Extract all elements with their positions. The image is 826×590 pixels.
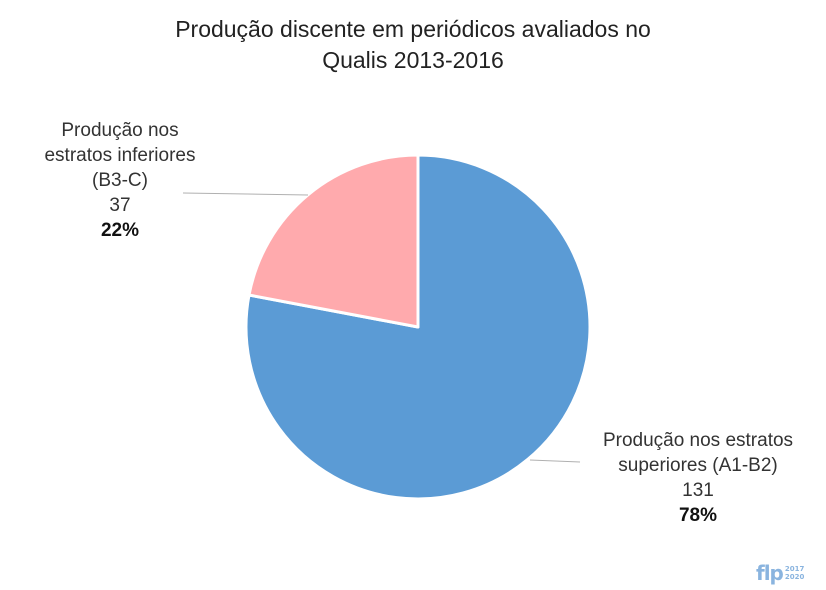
data-label-lower-strata: Produção nos estratos inferiores (B3-C) … — [20, 118, 220, 243]
data-label-lower-name-line-3: (B3-C) — [92, 170, 148, 191]
chart-title-line-2: Qualis 2013-2016 — [322, 47, 504, 73]
data-label-lower-name-line-1: Produção nos — [61, 120, 179, 141]
pie-slices — [244, 153, 592, 501]
chart-title-line-1: Produção discente em periódicos avaliado… — [175, 16, 651, 42]
logo-years: 2017 2020 — [785, 565, 804, 581]
data-label-upper-percent: 78% — [678, 505, 718, 526]
data-label-lower-value: 37 — [109, 195, 131, 216]
data-label-upper-value: 131 — [682, 480, 714, 501]
logo-text: flp — [756, 561, 784, 585]
leader-line-lower — [182, 192, 309, 196]
pie-slice-lower-strata — [247, 153, 420, 329]
data-label-upper-name-line-2: superiores (A1-B2) — [618, 455, 778, 476]
logo-year-bottom: 2020 — [784, 573, 805, 581]
logo-year-top: 2017 — [784, 565, 805, 573]
flp-logo: flp 2017 2020 — [756, 561, 804, 585]
data-label-upper-name-line-1: Produção nos estratos — [602, 430, 794, 451]
data-label-lower-percent: 22% — [100, 220, 140, 241]
data-label-upper-strata: Produção nos estratos superiores (A1-B2)… — [583, 428, 813, 528]
chart-title: Produção discente em periódicos avaliado… — [113, 14, 713, 76]
data-label-lower-name-line-2: estratos inferiores — [44, 145, 196, 166]
leader-lines — [182, 192, 581, 463]
leader-line-upper — [529, 459, 581, 463]
